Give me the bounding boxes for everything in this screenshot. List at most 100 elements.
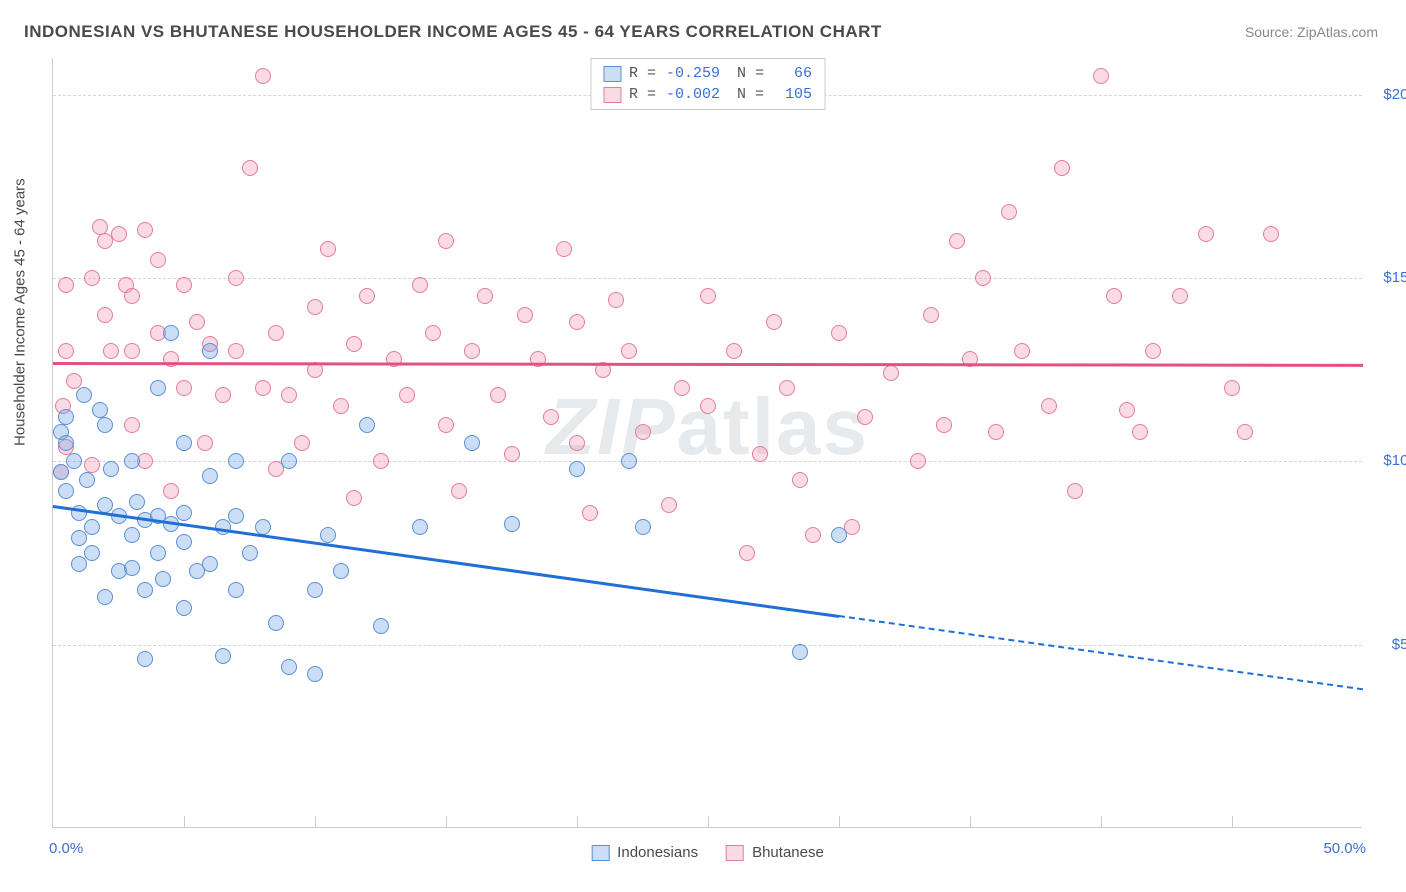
data-point	[412, 519, 428, 535]
legend-n-value: 105	[772, 86, 812, 103]
data-point	[635, 424, 651, 440]
data-point	[1132, 424, 1148, 440]
gridline-vertical	[446, 816, 447, 828]
data-point	[975, 270, 991, 286]
data-point	[92, 402, 108, 418]
data-point	[58, 435, 74, 451]
data-point	[739, 545, 755, 561]
legend-r-label: R =	[629, 86, 656, 103]
legend-r-value: -0.259	[664, 65, 720, 82]
data-point	[124, 343, 140, 359]
data-point	[58, 277, 74, 293]
legend-n-label: N =	[728, 65, 764, 82]
series-legend-label: Indonesians	[617, 844, 698, 861]
gridline-vertical	[315, 816, 316, 828]
y-axis-tick-label: $100,000	[1366, 452, 1406, 469]
data-point	[150, 252, 166, 268]
data-point	[320, 527, 336, 543]
data-point	[451, 483, 467, 499]
data-point	[103, 461, 119, 477]
data-point	[202, 343, 218, 359]
data-point	[242, 545, 258, 561]
x-axis-min-label: 0.0%	[49, 840, 83, 857]
gridline-vertical	[577, 816, 578, 828]
data-point	[700, 398, 716, 414]
gridline-horizontal	[53, 461, 1362, 462]
gridline-vertical	[708, 816, 709, 828]
data-point	[504, 516, 520, 532]
data-point	[1041, 398, 1057, 414]
data-point	[197, 435, 213, 451]
data-point	[268, 615, 284, 631]
data-point	[1145, 343, 1161, 359]
data-point	[320, 241, 336, 257]
data-point	[71, 556, 87, 572]
data-point	[556, 241, 572, 257]
data-point	[621, 453, 637, 469]
data-point	[58, 409, 74, 425]
data-point	[582, 505, 598, 521]
data-point	[1198, 226, 1214, 242]
data-point	[490, 387, 506, 403]
data-point	[124, 527, 140, 543]
data-point	[543, 409, 559, 425]
data-point	[124, 453, 140, 469]
y-axis-tick-label: $150,000	[1366, 269, 1406, 286]
data-point	[399, 387, 415, 403]
data-point	[124, 417, 140, 433]
data-point	[700, 288, 716, 304]
data-point	[129, 494, 145, 510]
data-point	[464, 435, 480, 451]
data-point	[307, 582, 323, 598]
data-point	[163, 483, 179, 499]
gridline-vertical	[184, 816, 185, 828]
gridline-vertical	[1101, 816, 1102, 828]
legend-swatch	[591, 845, 609, 861]
data-point	[307, 666, 323, 682]
data-point	[215, 387, 231, 403]
data-point	[307, 299, 323, 315]
data-point	[726, 343, 742, 359]
data-point	[569, 461, 585, 477]
data-point	[255, 380, 271, 396]
legend-r-label: R =	[629, 65, 656, 82]
data-point	[281, 659, 297, 675]
data-point	[569, 314, 585, 330]
data-point	[281, 387, 297, 403]
data-point	[176, 435, 192, 451]
data-point	[150, 380, 166, 396]
data-point	[228, 582, 244, 598]
data-point	[155, 571, 171, 587]
data-point	[608, 292, 624, 308]
data-point	[1224, 380, 1240, 396]
data-point	[124, 560, 140, 576]
data-point	[831, 527, 847, 543]
data-point	[792, 472, 808, 488]
data-point	[752, 446, 768, 462]
trend-line	[53, 505, 839, 617]
data-point	[1106, 288, 1122, 304]
data-point	[477, 288, 493, 304]
data-point	[359, 288, 375, 304]
data-point	[97, 417, 113, 433]
legend-swatch	[603, 87, 621, 103]
data-point	[346, 490, 362, 506]
data-point	[53, 464, 69, 480]
data-point	[464, 343, 480, 359]
y-axis-tick-label: $50,000	[1366, 636, 1406, 653]
data-point	[936, 417, 952, 433]
series-legend-label: Bhutanese	[752, 844, 824, 861]
data-point	[228, 453, 244, 469]
data-point	[176, 505, 192, 521]
data-point	[176, 534, 192, 550]
data-point	[189, 314, 205, 330]
data-point	[79, 472, 95, 488]
correlation-legend-row: R =-0.002 N =105	[593, 84, 822, 105]
data-point	[988, 424, 1004, 440]
data-point	[1014, 343, 1030, 359]
data-point	[569, 435, 585, 451]
data-point	[163, 325, 179, 341]
series-legend-item: Indonesians	[591, 844, 698, 861]
data-point	[1263, 226, 1279, 242]
data-point	[66, 453, 82, 469]
